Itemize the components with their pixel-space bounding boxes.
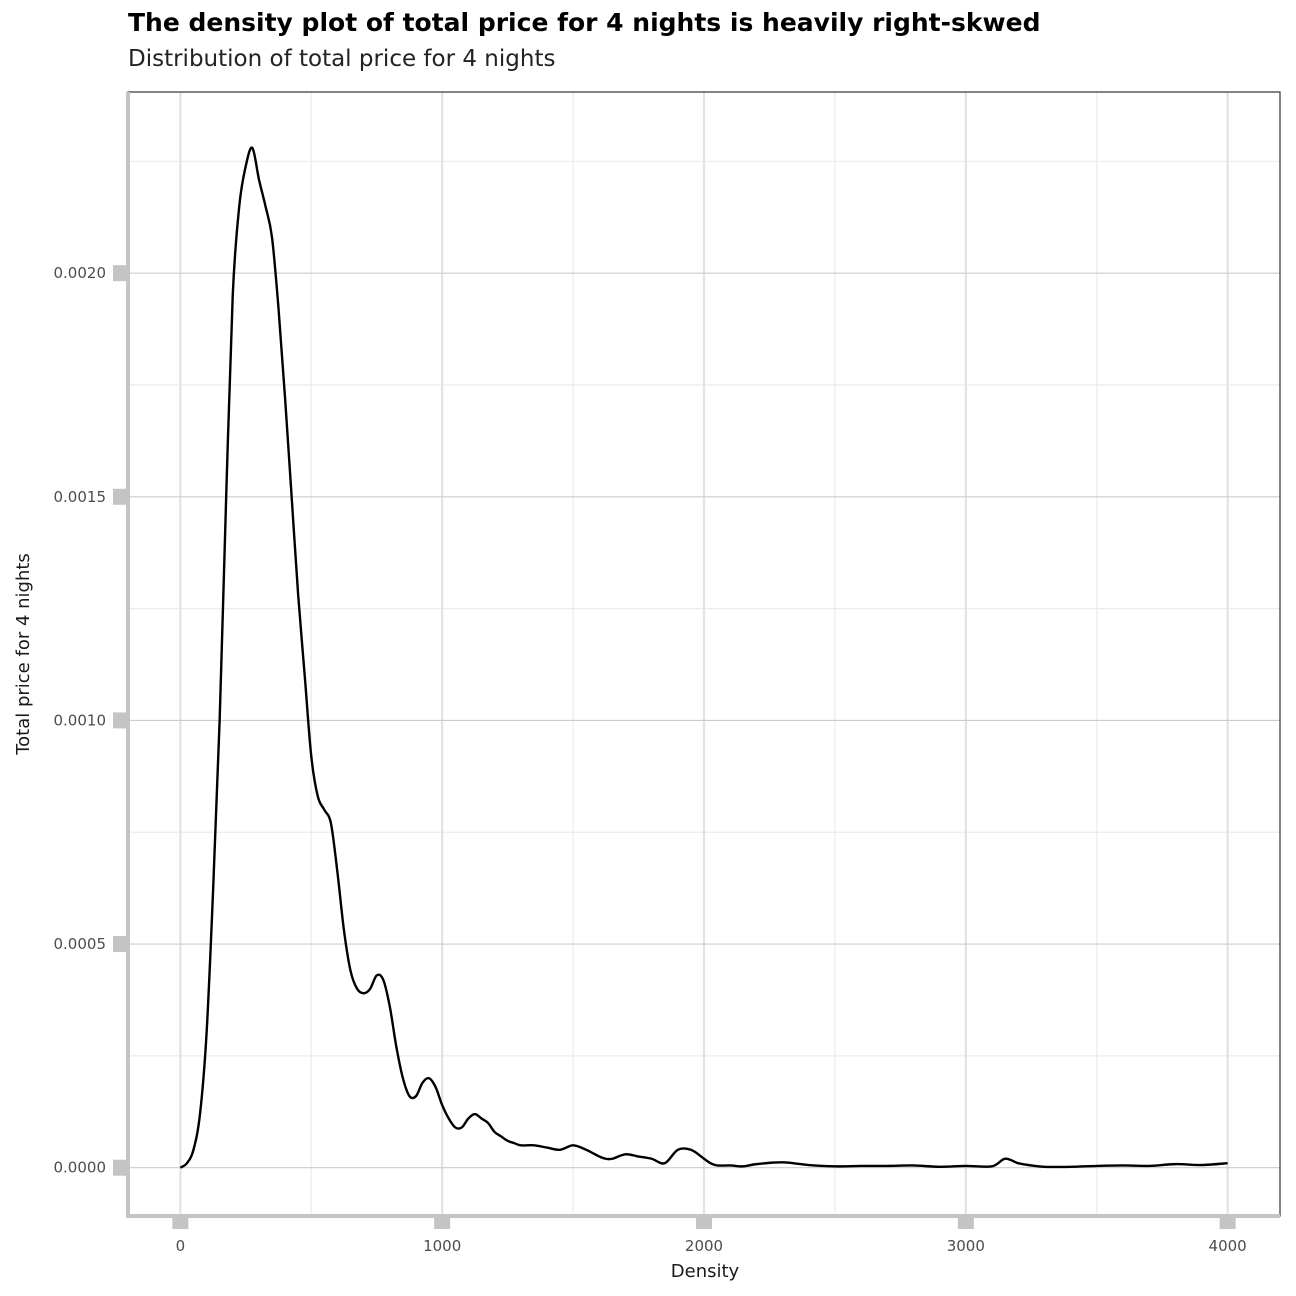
x-tick-mark xyxy=(696,1215,712,1229)
x-tick-label: 3000 xyxy=(947,1237,985,1255)
y-tick-label: 0.0020 xyxy=(54,264,107,282)
x-axis-title: Density xyxy=(671,1261,740,1282)
x-tick-mark xyxy=(434,1215,451,1229)
y-tick-label: 0.0000 xyxy=(54,1159,107,1177)
x-axis-ticks: 0 1000 2000 3000 4000 xyxy=(172,1215,1247,1255)
x-tick-label: 2000 xyxy=(685,1237,723,1255)
y-axis-title: Total price for 4 nights xyxy=(13,553,34,756)
y-axis-ticks: 0.0000 0.0005 0.0010 0.0015 0.0020 xyxy=(54,264,127,1177)
x-tick-mark xyxy=(1219,1215,1236,1229)
y-tick-mark xyxy=(113,265,127,282)
y-tick-label: 0.0005 xyxy=(54,935,107,953)
y-tick-mark xyxy=(113,1159,127,1176)
x-tick-mark xyxy=(957,1215,974,1229)
density-line xyxy=(179,146,1228,1169)
x-tick-label: 4000 xyxy=(1209,1237,1247,1255)
chart-subtitle: Distribution of total price for 4 nights xyxy=(128,46,556,72)
x-tick-label: 0 xyxy=(176,1237,186,1255)
major-grid xyxy=(128,92,1280,1216)
y-tick-mark xyxy=(113,712,127,729)
y-tick-label: 0.0015 xyxy=(54,488,107,506)
x-tick-mark xyxy=(172,1215,189,1229)
chart-title: The density plot of total price for 4 ni… xyxy=(128,8,1041,37)
x-tick-label: 1000 xyxy=(423,1237,461,1255)
y-tick-mark xyxy=(113,488,127,505)
y-tick-mark xyxy=(113,936,127,953)
y-tick-label: 0.0010 xyxy=(54,711,107,729)
